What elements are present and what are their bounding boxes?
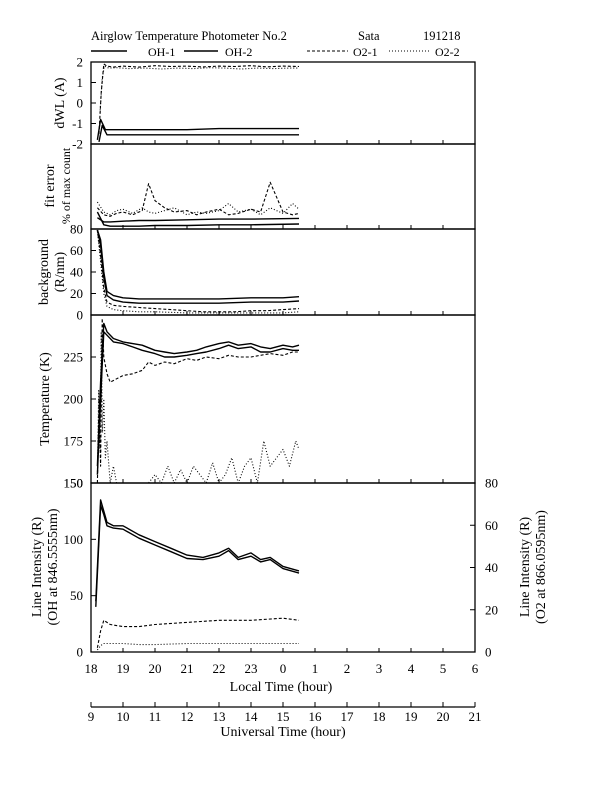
- series-line-temperature-o2-2: [96, 331, 300, 484]
- x-tick-label-universal: 16: [309, 709, 323, 724]
- ylabel-right-intensity-2: (O2 at 866.0595nm): [534, 510, 549, 624]
- series-line-intensity-oh-1: [95, 499, 300, 602]
- ylabel-dwl: dWL (A): [53, 77, 68, 129]
- y-tick-label-intensity: 0: [77, 645, 84, 660]
- series-line-intensity-o2-1: [96, 617, 300, 648]
- x-tick-label-local: 5: [440, 661, 447, 676]
- ylabel-fit-error-1: fit error: [43, 164, 58, 207]
- y-tick-label-background: 0: [77, 308, 84, 323]
- panel-frame-intensity: [90, 482, 476, 653]
- series-line-background-o2-2: [96, 231, 300, 314]
- x-tick-label-universal: 12: [181, 709, 194, 724]
- series-line-dwl-o2-1: [98, 63, 300, 134]
- chart-site: Sata: [358, 29, 380, 43]
- ylabel-intensity-1: Line Intensity (R): [30, 517, 45, 618]
- y-tick-label-intensity: 100: [64, 532, 84, 547]
- xlabel-universal-time: Universal Time (hour): [220, 725, 346, 740]
- x-tick-label-local: 4: [408, 661, 415, 676]
- y-tick-label-dwl: -1: [72, 116, 83, 131]
- y-tick-label-dwl: -2: [72, 137, 83, 152]
- x-tick-label-local: 18: [85, 661, 98, 676]
- y-tick-label-background: 20: [70, 286, 83, 301]
- legend-label-o2-2: O2-2: [435, 45, 460, 59]
- series-line-dwl-oh-1: [96, 118, 299, 141]
- x-tick-label-universal: 21: [469, 709, 482, 724]
- legend-label-o2-1: O2-1: [353, 45, 378, 59]
- xlabel-local-time: Local Time (hour): [230, 680, 333, 695]
- x-tick-label-universal: 20: [437, 709, 450, 724]
- y-tick-label-right-intensity: 40: [485, 560, 498, 575]
- x-tick-label-universal: 17: [341, 709, 355, 724]
- x-tick-label-universal: 18: [373, 709, 386, 724]
- chart-title: Airglow Temperature Photometer No.2: [91, 29, 287, 43]
- x-tick-label-universal: 10: [117, 709, 130, 724]
- y-tick-label-right-intensity: 0: [485, 645, 492, 660]
- series-line-fit_error-o2-2: [96, 201, 300, 216]
- y-tick-label-temperature: 225: [64, 350, 84, 365]
- x-tick-label-local: 19: [117, 661, 130, 676]
- y-tick-label-intensity: 150: [64, 476, 84, 491]
- legend-label-oh-2: OH-2: [225, 45, 252, 59]
- x-tick-label-local: 1: [312, 661, 319, 676]
- y-tick-label-temperature: 200: [64, 392, 84, 407]
- panel-frame-dwl: [90, 61, 476, 145]
- y-tick-label-background: 40: [70, 265, 83, 280]
- series-line-background-oh-2: [96, 229, 300, 304]
- x-tick-label-local: 23: [245, 661, 258, 676]
- x-tick-label-universal: 13: [213, 709, 226, 724]
- x-tick-label-local: 6: [472, 661, 479, 676]
- ylabel-intensity-2: (OH at 846.5555nm): [46, 508, 61, 625]
- ylabel-background-2: (R/nm): [53, 251, 68, 292]
- chart-date: 191218: [423, 29, 461, 43]
- series-line-intensity-o2-2: [96, 642, 299, 651]
- y-tick-label-dwl: 2: [77, 55, 84, 70]
- x-tick-label-local: 21: [181, 661, 194, 676]
- series-line-dwl-o2-2: [99, 65, 299, 114]
- x-tick-label-local: 22: [213, 661, 226, 676]
- y-tick-label-dwl: 0: [77, 96, 84, 111]
- y-tick-label-temperature: 150: [64, 476, 84, 491]
- series-line-temperature-oh-1: [96, 322, 300, 467]
- ylabel-background-1: background: [37, 239, 52, 305]
- y-tick-label-background: 60: [70, 243, 83, 258]
- series-line-fit_error-oh-1: [96, 211, 300, 227]
- x-tick-label-local: 0: [280, 661, 287, 676]
- series-line-background-oh-1: [96, 229, 300, 300]
- y-tick-label-intensity: 50: [70, 588, 83, 603]
- panel-frame-fit-error: [90, 143, 476, 230]
- series-line-dwl-oh-2: [98, 124, 299, 143]
- series-line-temperature-oh-2: [96, 331, 299, 475]
- ylabel-right-intensity-1: Line Intensity (R): [518, 517, 533, 618]
- x-tick-label-universal: 9: [88, 709, 95, 724]
- y-tick-label-background: 80: [70, 222, 83, 237]
- x-tick-label-universal: 15: [277, 709, 290, 724]
- chart-marks: -2-1012020406080150175200225050100150020…: [64, 55, 499, 725]
- x-tick-label-universal: 19: [405, 709, 418, 724]
- ylabel-temperature: Temperature (K): [38, 352, 53, 446]
- y-tick-label-right-intensity: 20: [485, 602, 498, 617]
- x-tick-label-local: 3: [376, 661, 383, 676]
- x-tick-label-local: 20: [149, 661, 162, 676]
- y-tick-label-right-intensity: 80: [485, 476, 498, 491]
- y-tick-label-temperature: 175: [64, 434, 84, 449]
- series-line-fit_error-o2-1: [96, 181, 300, 217]
- x-tick-label-local: 2: [344, 661, 351, 676]
- series-line-temperature-o2-1: [96, 317, 299, 484]
- panel-frame-temperature: [90, 314, 476, 484]
- legend-label-oh-1: OH-1: [148, 45, 175, 59]
- ylabel-fit-error-2: % of max count: [59, 147, 73, 224]
- series-line-intensity-oh-2: [95, 504, 300, 607]
- y-tick-label-dwl: 1: [77, 75, 84, 90]
- series-line-background-o2-1: [96, 229, 300, 313]
- x-tick-label-universal: 11: [149, 709, 162, 724]
- series-line-fit_error-oh-2: [97, 217, 300, 223]
- x-tick-label-universal: 14: [245, 709, 259, 724]
- y-tick-label-right-intensity: 60: [485, 518, 498, 533]
- legend: OH-1 OH-2 O2-1 O2-2: [91, 45, 460, 59]
